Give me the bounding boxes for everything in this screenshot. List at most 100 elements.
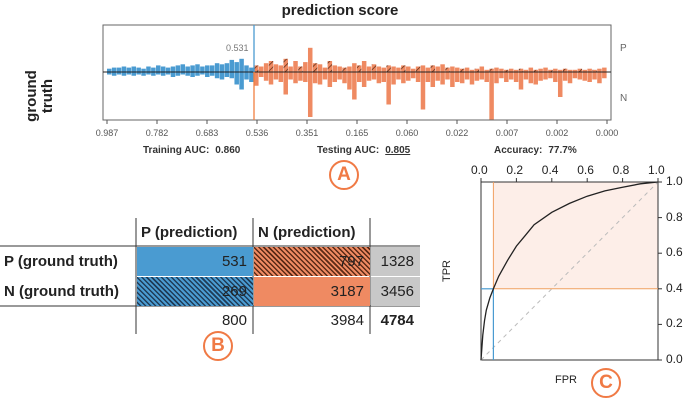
histogram-bar-positive — [582, 69, 587, 72]
histogram-bar-positive — [376, 66, 382, 72]
histogram-bar-negative — [288, 72, 293, 80]
histogram-bar-negative — [303, 72, 308, 82]
roc-ylabel: TPR — [441, 260, 453, 282]
cell-true-positive[interactable]: 531 — [137, 247, 253, 276]
histogram-bar-positive — [195, 64, 200, 72]
histogram-bar-negative — [234, 72, 239, 85]
roc-frame — [480, 181, 659, 361]
histogram-bar-negative — [504, 72, 509, 82]
histogram-bar-positive — [121, 66, 127, 72]
roc-x-tick-label: 1.0 — [648, 163, 665, 177]
histogram-bar-negative — [190, 72, 195, 77]
histogram-bar-negative — [459, 72, 465, 84]
histogram-bar-positive — [494, 67, 499, 72]
roc-diagonal — [480, 181, 659, 361]
histogram-bar-negative — [391, 72, 396, 85]
histogram-bar-positive — [327, 61, 333, 72]
histogram-bar-positive — [317, 64, 323, 72]
roc-y-tick-label: 1.0 — [666, 174, 683, 188]
histogram-bar-positive — [445, 67, 450, 72]
histogram-bar-positive — [567, 69, 573, 72]
histogram-tick-label: 0.002 — [545, 128, 569, 138]
histogram-tick-label: 0.007 — [495, 128, 519, 138]
col-total-p: 800 — [221, 312, 247, 329]
histogram-bar-negative — [219, 72, 225, 80]
histogram-bar-positive — [548, 69, 553, 72]
histogram-bar-negative — [499, 72, 504, 79]
threshold-value-label: 0.531 — [226, 43, 249, 53]
histogram-bar-positive — [371, 64, 377, 72]
roc-y-tick-label: 0.6 — [666, 245, 683, 260]
histogram-bar-positive — [219, 64, 225, 72]
histogram-bar-negative — [151, 72, 156, 76]
positive-side-label: P — [620, 43, 627, 54]
cell-false-positive[interactable]: 269 — [137, 277, 253, 306]
col-total-n: 3984 — [330, 312, 364, 329]
histogram-tick-label: 0.000 — [595, 128, 619, 138]
histogram-tick-label: 0.536 — [245, 128, 269, 138]
histogram-bar-negative — [410, 72, 416, 79]
histogram-bar-positive — [391, 66, 396, 72]
chart-title: prediction score — [281, 2, 399, 19]
histogram-bar-negative — [484, 72, 489, 82]
histogram-bar-negative — [489, 72, 494, 120]
histogram-bar-negative — [307, 72, 313, 117]
training-auc-label: Training AUC: — [143, 145, 210, 156]
histogram-bar-negative — [430, 72, 436, 87]
histogram-bar-negative — [381, 72, 387, 82]
histogram-bar-positive — [229, 59, 235, 72]
histogram-bar-negative — [175, 72, 181, 76]
histogram-bar-negative — [342, 72, 347, 84]
histogram-bar-negative — [435, 72, 440, 81]
histogram-bar-negative — [602, 72, 607, 79]
col-header-p-prediction: P (prediction) — [141, 223, 238, 241]
histogram-bar-negative — [533, 72, 538, 85]
histogram-bar-negative — [577, 72, 583, 80]
testing-auc-label: Testing AUC: — [317, 145, 380, 156]
cell-true-negative[interactable]: 3187 — [254, 277, 370, 306]
histogram-bar-positive — [381, 67, 387, 72]
histogram-bar-negative — [567, 72, 573, 84]
histogram-bar-positive — [523, 69, 529, 72]
histogram-bar-negative — [376, 72, 382, 84]
histogram-bar-positive — [254, 65, 259, 72]
histogram-bar-negative — [312, 72, 318, 84]
histogram-bar-positive — [572, 69, 578, 72]
roc-x-tick-label: 0.2 — [506, 163, 524, 177]
histogram-bar-negative — [283, 72, 288, 95]
histogram-bar-negative — [572, 72, 578, 79]
cell-false-negative[interactable]: 797 — [254, 247, 370, 276]
histogram-bar-negative — [131, 72, 137, 76]
badge-b: B — [203, 331, 233, 361]
histogram-bar-negative — [548, 72, 553, 79]
histogram-bar-positive — [518, 68, 524, 72]
histogram-tick-label: 0.060 — [395, 128, 419, 138]
roc-xlabel: FPR — [555, 374, 577, 386]
histogram-bar-negative — [528, 72, 534, 84]
negative-side-label: N — [620, 93, 628, 104]
histogram-bar-positive — [386, 65, 391, 72]
histogram-bar-positive — [455, 67, 460, 72]
histogram-bar-positive — [587, 68, 592, 72]
histogram-tick-label: 0.987 — [95, 128, 119, 138]
histogram-bar-negative — [464, 72, 470, 80]
histogram-bar-positive — [597, 68, 602, 72]
histogram-bar-negative — [469, 72, 475, 85]
histogram-bar-positive — [126, 67, 132, 72]
histogram-bar-negative — [214, 72, 220, 79]
histogram-bar-positive — [141, 68, 146, 72]
histogram-bar-positive — [156, 65, 161, 72]
histogram-bar-negative — [371, 72, 377, 80]
histogram-bar-positive — [244, 65, 249, 72]
grand-total: 4784 — [380, 312, 414, 329]
matrix-grid-lines — [0, 218, 420, 334]
histogram-bar-negative — [322, 72, 328, 80]
histogram-bar-negative — [513, 72, 519, 82]
histogram-tick-label: 0.351 — [295, 128, 319, 138]
roc-x-tick-label: 0.4 — [541, 163, 559, 177]
roc-y-tick-label: 0.2 — [666, 316, 683, 331]
histogram-bar-positive — [469, 69, 475, 72]
score-histogram[interactable] — [0, 0, 688, 160]
roc-curve — [480, 181, 659, 361]
